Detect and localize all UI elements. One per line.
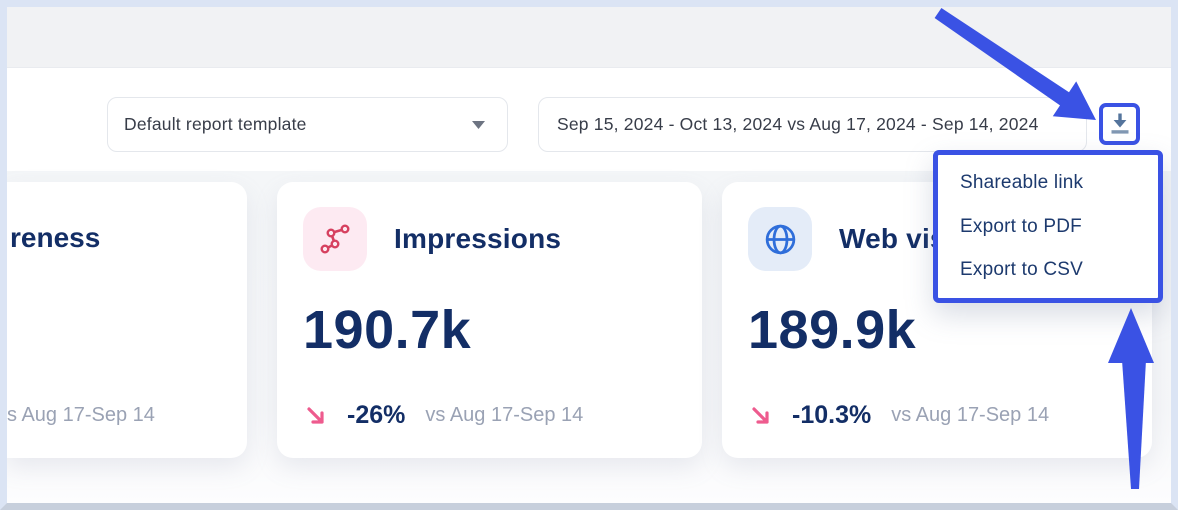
menu-item-export-csv[interactable]: Export to CSV bbox=[960, 259, 1083, 281]
menu-item-shareable-link[interactable]: Shareable link bbox=[960, 171, 1084, 193]
web-visitors-icon-badge bbox=[748, 207, 812, 271]
card-footer: -10.3% vs Aug 17-Sep 14 bbox=[748, 401, 1124, 430]
card-value: 189.9k bbox=[748, 300, 917, 360]
download-icon bbox=[1111, 113, 1128, 134]
card-value: 190.7k bbox=[303, 300, 472, 360]
globe-icon bbox=[765, 224, 795, 254]
export-download-button[interactable] bbox=[1108, 111, 1132, 137]
trend-down-right-icon bbox=[752, 406, 769, 424]
card-change: -10.3% bbox=[792, 401, 872, 429]
top-strip bbox=[7, 7, 1171, 68]
card-footer: -26% vs Aug 17-Sep 14 bbox=[303, 401, 674, 430]
card-header: Impressions bbox=[303, 207, 674, 271]
date-range-picker[interactable]: Sep 15, 2024 - Oct 13, 2024 vs Aug 17, 2… bbox=[538, 97, 1087, 152]
card-title-partial: reness bbox=[10, 222, 101, 253]
report-template-select[interactable]: Default report template bbox=[107, 97, 508, 152]
card-comparison: vs Aug 17-Sep 14 bbox=[891, 404, 1050, 426]
metric-card-impressions: Impressions 190.7k -26% vs Aug 17-Sep 14 bbox=[277, 182, 702, 458]
report-template-value: Default report template bbox=[124, 114, 307, 134]
menu-item-export-pdf[interactable]: Export to PDF bbox=[960, 215, 1082, 237]
card-comparison-partial: s Aug 17-Sep 14 bbox=[7, 404, 155, 426]
export-menu: Shareable link Export to PDF Export to C… bbox=[933, 150, 1163, 303]
date-range-value: Sep 15, 2024 - Oct 13, 2024 vs Aug 17, 2… bbox=[557, 114, 1039, 134]
metric-card-awareness-partial: reness s Aug 17-Sep 14 bbox=[7, 182, 247, 458]
network-nodes-icon bbox=[320, 224, 350, 254]
impressions-icon-badge bbox=[303, 207, 367, 271]
card-title: Impressions bbox=[394, 223, 562, 254]
trend-down-right-icon bbox=[307, 406, 324, 424]
card-change: -26% bbox=[347, 401, 406, 429]
card-comparison: vs Aug 17-Sep 14 bbox=[425, 404, 584, 426]
annotation-box-download bbox=[1099, 103, 1140, 145]
chevron-down-icon bbox=[472, 120, 485, 129]
